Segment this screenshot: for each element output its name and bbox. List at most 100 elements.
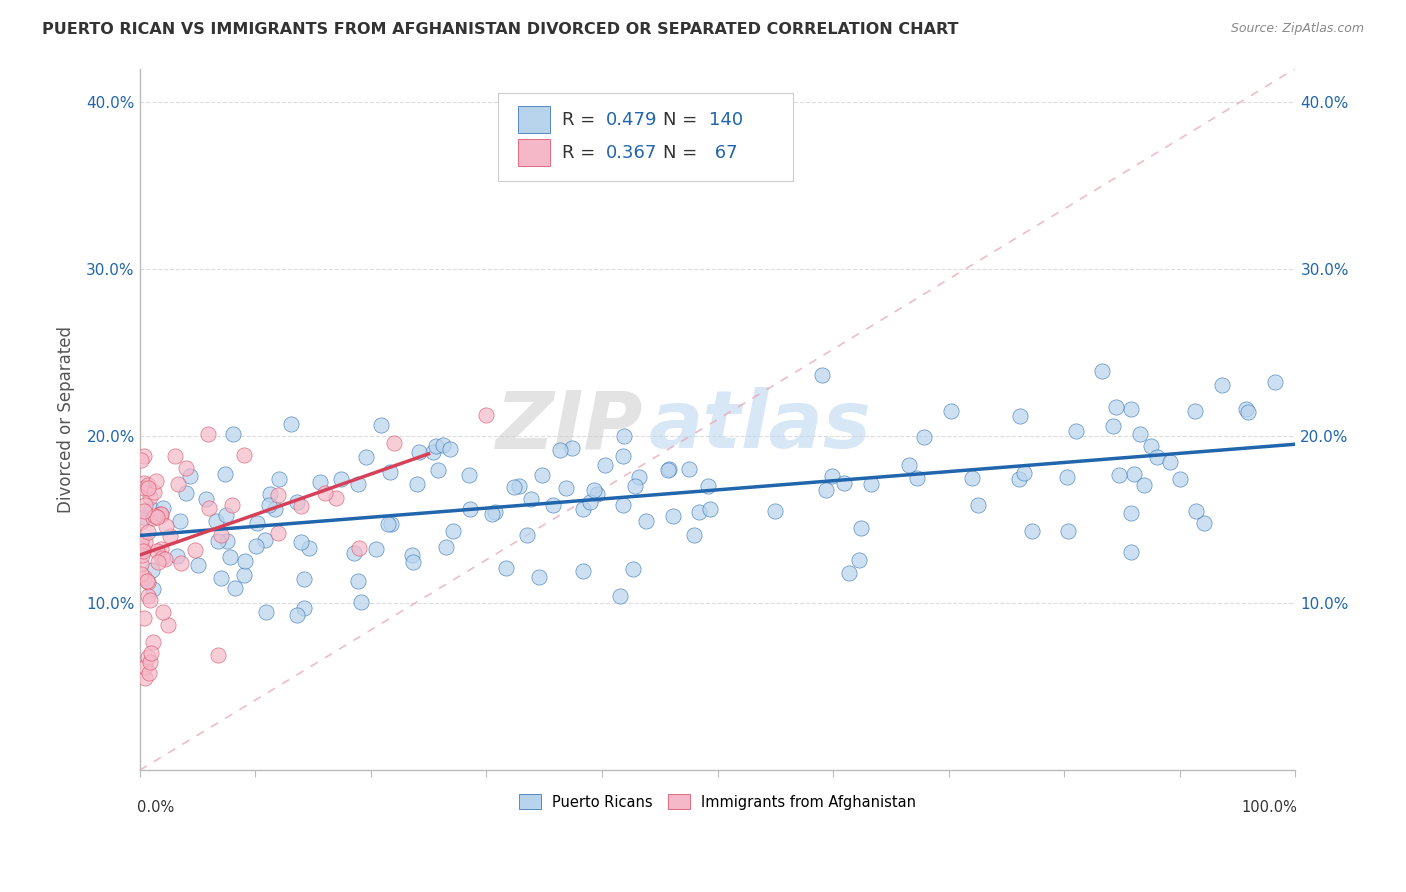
- Point: [280, 417, 302, 431]
- Point: [132, 510, 155, 524]
- Point: [139, 593, 162, 607]
- Point: [136, 481, 159, 495]
- Text: 100.0%: 100.0%: [1241, 800, 1298, 814]
- Point: [1014, 467, 1036, 481]
- Point: [657, 463, 679, 477]
- Point: [1133, 478, 1156, 492]
- Point: [541, 498, 564, 512]
- Point: [169, 514, 191, 528]
- Point: [134, 498, 156, 512]
- Point: [612, 498, 634, 512]
- Point: [146, 543, 169, 558]
- Y-axis label: Divorced or Separated: Divorced or Separated: [58, 326, 75, 513]
- Point: [235, 554, 257, 568]
- Text: ZIP: ZIP: [495, 387, 643, 466]
- Point: [131, 548, 153, 562]
- Point: [481, 507, 503, 521]
- Point: [1194, 516, 1216, 531]
- Point: [152, 605, 174, 619]
- Text: Source: ZipAtlas.com: Source: ZipAtlas.com: [1230, 22, 1364, 36]
- Text: N =: N =: [664, 111, 703, 128]
- Point: [1102, 418, 1125, 433]
- Point: [1211, 378, 1233, 392]
- Point: [314, 486, 336, 500]
- Point: [187, 558, 209, 572]
- Point: [422, 445, 444, 459]
- Point: [232, 567, 254, 582]
- Point: [434, 540, 457, 554]
- Point: [860, 476, 883, 491]
- Text: 0.0%: 0.0%: [138, 800, 174, 814]
- Point: [484, 505, 506, 519]
- Text: R =: R =: [561, 144, 600, 161]
- Point: [697, 479, 720, 493]
- Point: [520, 491, 543, 506]
- Point: [662, 508, 685, 523]
- Point: [688, 505, 710, 519]
- Point: [531, 468, 554, 483]
- Point: [134, 672, 156, 686]
- Point: [214, 467, 236, 481]
- Point: [678, 462, 700, 476]
- Point: [267, 472, 290, 486]
- Point: [129, 557, 152, 571]
- Point: [145, 509, 167, 524]
- Point: [146, 555, 169, 569]
- Point: [132, 570, 155, 584]
- Point: [142, 582, 165, 596]
- Point: [475, 409, 498, 423]
- Point: [914, 430, 936, 444]
- Point: [898, 458, 921, 472]
- Point: [330, 471, 353, 485]
- Point: [142, 484, 165, 499]
- Point: [159, 529, 181, 543]
- Point: [1056, 470, 1078, 484]
- Point: [529, 570, 551, 584]
- Point: [425, 439, 447, 453]
- Point: [624, 479, 647, 493]
- Point: [245, 539, 267, 553]
- Point: [131, 543, 153, 558]
- Text: atlas: atlas: [648, 387, 870, 466]
- Point: [209, 527, 232, 541]
- Point: [290, 535, 312, 549]
- Point: [811, 368, 834, 383]
- Point: [1159, 455, 1181, 469]
- Point: [134, 535, 156, 549]
- Bar: [517, 106, 550, 133]
- Point: [838, 566, 860, 580]
- Point: [508, 478, 530, 492]
- Point: [298, 541, 321, 556]
- Text: R =: R =: [561, 111, 600, 128]
- Point: [763, 504, 786, 518]
- Point: [136, 525, 159, 540]
- Point: [609, 589, 631, 603]
- Point: [402, 555, 425, 569]
- Point: [582, 483, 605, 498]
- Point: [370, 417, 392, 432]
- Point: [165, 449, 187, 463]
- Point: [325, 491, 347, 506]
- Point: [1119, 507, 1142, 521]
- Point: [658, 462, 681, 476]
- Point: [347, 574, 370, 588]
- Point: [136, 478, 159, 492]
- Point: [1105, 400, 1128, 414]
- Point: [432, 438, 454, 452]
- Point: [612, 428, 634, 442]
- Point: [621, 562, 644, 576]
- Point: [1237, 405, 1260, 419]
- Point: [1123, 467, 1146, 482]
- Point: [548, 442, 571, 457]
- Point: [627, 470, 650, 484]
- Point: [636, 514, 658, 528]
- Point: [136, 590, 159, 604]
- Point: [132, 541, 155, 556]
- Point: [259, 487, 281, 501]
- Legend: Puerto Ricans, Immigrants from Afghanistan: Puerto Ricans, Immigrants from Afghanist…: [513, 789, 922, 815]
- Point: [198, 501, 221, 516]
- Point: [285, 495, 308, 509]
- Point: [555, 481, 578, 495]
- Point: [380, 516, 402, 531]
- Point: [683, 528, 706, 542]
